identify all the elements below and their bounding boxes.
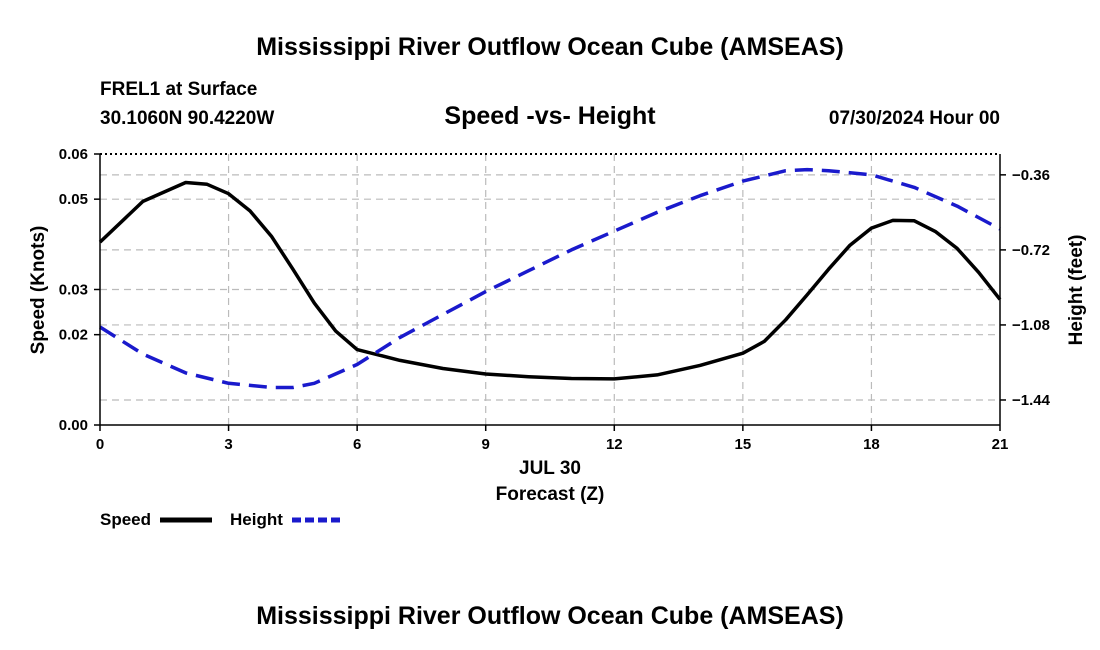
date-label: 07/30/2024 Hour 00 — [829, 108, 1000, 129]
y2-tick-label: −0.36 — [1012, 167, 1050, 184]
y2-tick-label: −1.08 — [1012, 317, 1050, 334]
legend-speed-label: Speed — [100, 510, 151, 529]
series-line-height — [99, 167, 1001, 390]
x-tick-label: 9 — [482, 436, 490, 453]
y2-tick-label: −1.44 — [1012, 392, 1051, 409]
legend: Speed Height — [100, 510, 342, 529]
legend-height-label: Height — [230, 510, 283, 529]
series-line-speed — [98, 180, 1002, 381]
y-tick-label: 0.05 — [59, 191, 88, 208]
x-tick-label: 0 — [96, 436, 104, 453]
x-tick-label: 6 — [353, 436, 361, 453]
axis-ticks: 0 3 6 9 12 15 18 21 0.00 0.02 0.03 0.05 0.06 −1.44 −1.… — [59, 146, 1051, 453]
x-tick-label: 18 — [863, 436, 880, 453]
y-tick-label: 0.02 — [59, 327, 88, 344]
y-tick-label: 0.03 — [59, 282, 88, 299]
y-tick-label: 0.06 — [59, 146, 88, 163]
y-axis-label: Speed (Knots) — [28, 226, 49, 355]
footer-title: Mississippi River Outflow Ocean Cube (AM… — [256, 602, 844, 630]
x-tick-label: 12 — [606, 436, 623, 453]
y2-axis-label: Height (feet) — [1066, 235, 1087, 346]
y-tick-label: 0.00 — [59, 417, 88, 434]
y2-tick-label: −0.72 — [1012, 242, 1050, 259]
x-tick-label: 15 — [735, 436, 752, 453]
station-label: FREL1 at Surface — [100, 79, 257, 100]
location-label: 30.1060N 90.4220W — [100, 108, 274, 129]
x-tick-label: 3 — [224, 436, 232, 453]
data-series — [98, 167, 1002, 390]
grid-lines — [100, 154, 1000, 425]
x-axis-label: Forecast (Z) — [496, 484, 605, 505]
x-axis-date-label: JUL 30 — [519, 458, 581, 479]
x-tick-label: 21 — [992, 436, 1009, 453]
plot-title: Speed -vs- Height — [444, 102, 656, 130]
chart-main-title: Mississippi River Outflow Ocean Cube (AM… — [256, 33, 844, 61]
